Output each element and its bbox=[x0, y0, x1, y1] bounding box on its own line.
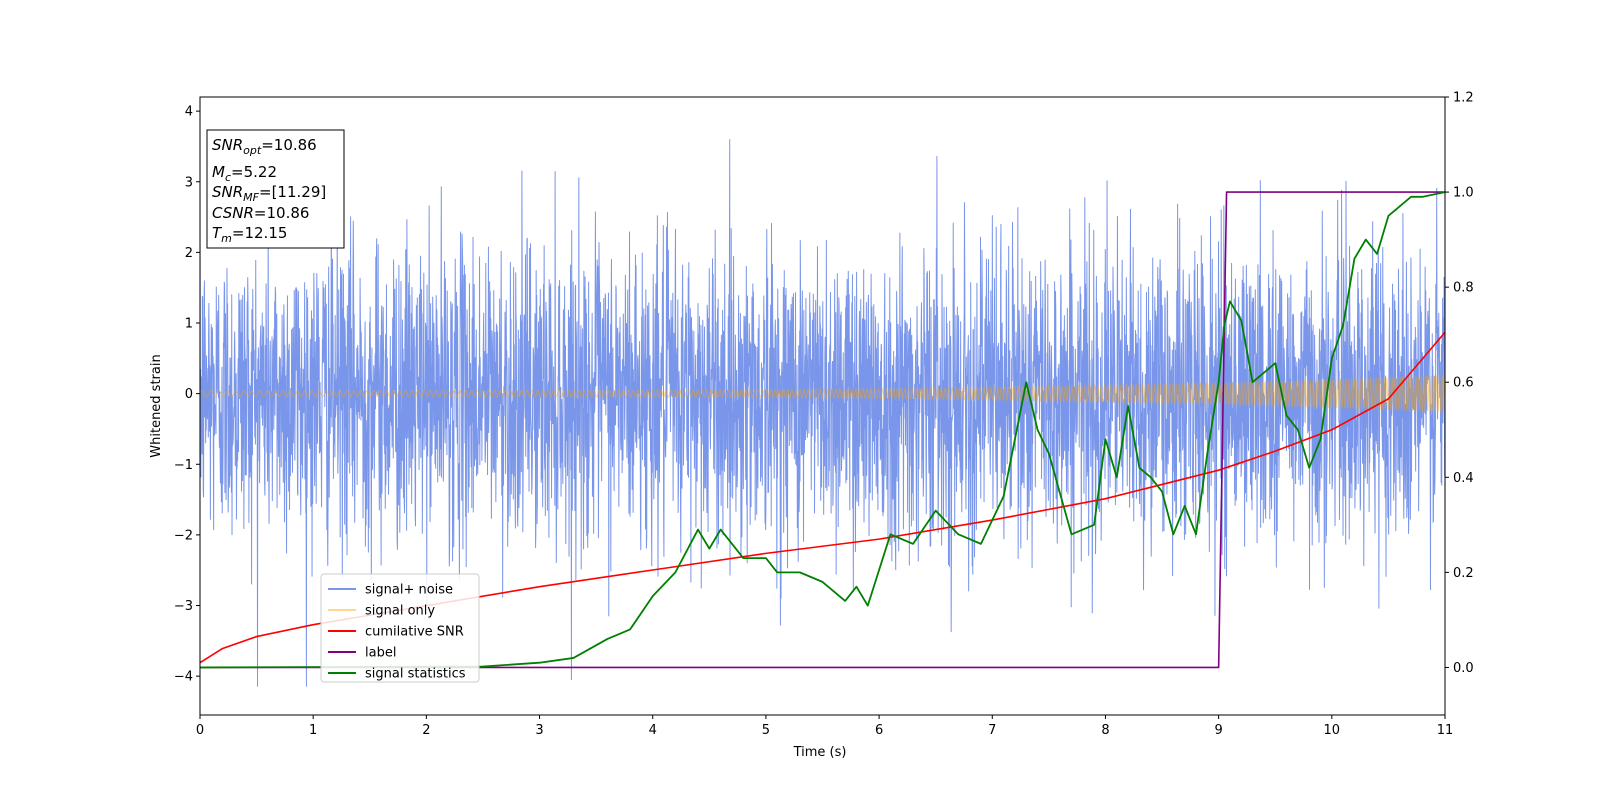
y-left-tick-label: −3 bbox=[174, 599, 193, 614]
stats-row: SNRMF=[11.29] bbox=[212, 183, 326, 204]
legend-label: cumilative SNR bbox=[365, 625, 464, 640]
stats-row-label: SNR bbox=[212, 136, 243, 154]
stats-box: SNRopt=10.86Mc=5.22SNRMF=[11.29]CSNR=10.… bbox=[206, 129, 345, 249]
x-tick-label: 3 bbox=[535, 723, 543, 738]
series-signal-statistics-line bbox=[200, 191, 1445, 669]
y-right-tick-label: 1.2 bbox=[1453, 91, 1474, 106]
y-left-tick-label: 3 bbox=[185, 175, 193, 190]
stats-row: CSNR=10.86 bbox=[212, 204, 309, 222]
series-label-line bbox=[200, 191, 1445, 669]
y-right-tick-label: 0.2 bbox=[1453, 566, 1474, 581]
x-tick-label: 0 bbox=[196, 723, 204, 738]
y-right-tick-label: 0.6 bbox=[1453, 376, 1474, 391]
legend: signal+ noise signal only cumilative SNR la… bbox=[320, 573, 480, 683]
y-left-tick-label: −4 bbox=[174, 670, 193, 685]
stats-row-value: =12.15 bbox=[232, 224, 288, 242]
x-tick-label: 2 bbox=[422, 723, 430, 738]
legend-label: label bbox=[365, 646, 396, 661]
y-axis-label: Whitened strain bbox=[149, 354, 164, 457]
stats-row-value: =10.86 bbox=[254, 204, 310, 222]
stats-row-label: CSNR bbox=[212, 204, 254, 222]
x-tick-label: 10 bbox=[1324, 723, 1341, 738]
stats-row-subscript: opt bbox=[243, 144, 262, 157]
legend-frame bbox=[320, 573, 480, 683]
y-left-tick-label: −2 bbox=[174, 528, 193, 543]
stats-row-value: =[11.29] bbox=[259, 183, 326, 201]
plot-area bbox=[200, 139, 1445, 687]
stats-row: Mc=5.22 bbox=[212, 163, 277, 184]
stats-box-frame bbox=[206, 129, 345, 249]
stats-row-value: =10.86 bbox=[261, 136, 317, 154]
legend-label: signal+ noise bbox=[365, 583, 453, 598]
stats-row-subscript: m bbox=[221, 232, 232, 245]
x-tick-label: 5 bbox=[762, 723, 770, 738]
stats-row-value: =5.22 bbox=[231, 163, 277, 181]
x-tick-label: 6 bbox=[875, 723, 883, 738]
y-right-tick-label: 0.4 bbox=[1453, 471, 1474, 486]
y-left-tick-label: 1 bbox=[185, 317, 193, 332]
x-tick-label: 9 bbox=[1214, 723, 1222, 738]
y-right-tick-label: 1.0 bbox=[1453, 186, 1474, 201]
y-left-tick-label: 4 bbox=[185, 105, 193, 120]
x-tick-label: 7 bbox=[988, 723, 996, 738]
x-axis-label: Time (s) bbox=[793, 745, 847, 760]
series-signal-only-line bbox=[200, 375, 1445, 413]
axes: 0 1 2 3 4 5 6 7 8 9 10 11 −4 −3 −2 −1 0 1 2 3 4 0.0 0.2 0.4 0.6 0… bbox=[174, 91, 1474, 739]
stats-row-label: M bbox=[212, 163, 225, 181]
y-right-tick-label: 0.8 bbox=[1453, 281, 1474, 296]
x-tick-label: 8 bbox=[1101, 723, 1109, 738]
stats-row: Tm=12.15 bbox=[212, 224, 287, 245]
stats-row: SNRopt=10.86 bbox=[212, 136, 317, 157]
x-tick-label: 4 bbox=[649, 723, 657, 738]
x-tick-label: 11 bbox=[1437, 723, 1454, 738]
legend-label: signal statistics bbox=[365, 667, 466, 682]
stats-row-label: SNR bbox=[212, 183, 243, 201]
y-left-tick-label: 0 bbox=[185, 387, 193, 402]
x-tick-label: 1 bbox=[309, 723, 317, 738]
y-right-tick-label: 0.0 bbox=[1453, 661, 1474, 676]
series-cumulative-snr-line bbox=[200, 331, 1445, 664]
y-left-tick-label: 2 bbox=[185, 246, 193, 261]
stats-row-subscript: MF bbox=[243, 191, 259, 204]
y-left-tick-label: −1 bbox=[174, 458, 193, 473]
series-signal-noise-line bbox=[200, 139, 1445, 687]
legend-label: signal only bbox=[365, 604, 435, 619]
stats-row-label: T bbox=[212, 224, 223, 242]
stats-row-subscript: c bbox=[225, 171, 231, 184]
